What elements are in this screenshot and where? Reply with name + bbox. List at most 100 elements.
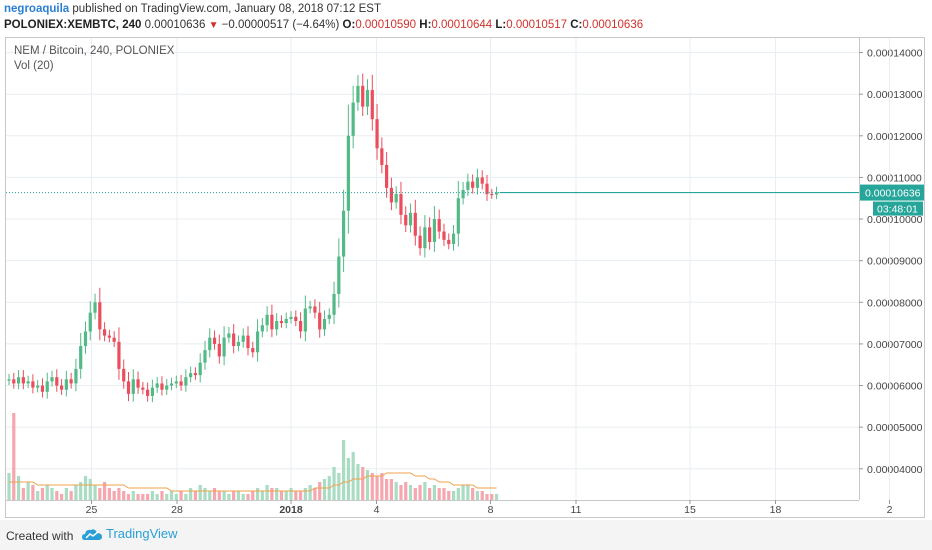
volume-bar bbox=[26, 482, 30, 500]
volume-bar bbox=[289, 488, 293, 500]
volume-bar bbox=[298, 491, 303, 500]
volume-bar bbox=[40, 488, 45, 500]
candle-body bbox=[69, 379, 73, 384]
x-tick-label: 15 bbox=[684, 504, 696, 516]
candle-body bbox=[346, 135, 350, 211]
volume-bar bbox=[136, 494, 140, 500]
volume-bar bbox=[59, 494, 64, 500]
candle-body bbox=[232, 333, 236, 346]
volume-bar bbox=[203, 488, 207, 500]
candle-body bbox=[404, 214, 408, 226]
volume-bar bbox=[36, 491, 40, 500]
volume-bar bbox=[93, 485, 97, 500]
tradingview-logo[interactable]: TradingView bbox=[82, 526, 178, 542]
volume-bar bbox=[112, 491, 116, 500]
x-tick-label: 2018 bbox=[279, 504, 303, 516]
candle-body bbox=[308, 306, 312, 309]
candle-body bbox=[408, 212, 413, 226]
volume-bar bbox=[21, 488, 25, 500]
author-name[interactable]: negroaquila bbox=[4, 3, 70, 15]
published-text: published on TradingView.com, January 08… bbox=[72, 3, 381, 15]
y-tick-label: 0.00004000 bbox=[867, 464, 923, 476]
candle-body bbox=[7, 379, 11, 381]
y-tick-label: 0.00008000 bbox=[867, 297, 923, 309]
volume-bar bbox=[332, 467, 336, 500]
volume-bar bbox=[55, 491, 59, 500]
volume-bar bbox=[318, 482, 322, 500]
tradingview-brand: TradingView bbox=[106, 526, 178, 541]
volume-bar bbox=[456, 488, 460, 500]
candle-body bbox=[160, 383, 164, 390]
candle-body bbox=[394, 194, 398, 203]
candle-body bbox=[222, 337, 226, 357]
candle-body bbox=[174, 381, 178, 384]
volume-bar bbox=[241, 494, 245, 500]
volume-bar bbox=[74, 485, 78, 500]
candle-body bbox=[399, 194, 403, 215]
candle-body bbox=[494, 192, 499, 195]
candle-body bbox=[83, 331, 88, 346]
candle-body bbox=[141, 387, 145, 390]
publish-info: negroaquila published on TradingView.com… bbox=[4, 3, 381, 15]
volume-bar bbox=[432, 485, 437, 500]
y-tick-label: 0.00010000 bbox=[867, 214, 923, 226]
candle-body bbox=[337, 256, 341, 294]
candle-body bbox=[361, 85, 365, 107]
volume-bar bbox=[98, 488, 102, 500]
volume-bar bbox=[447, 491, 451, 500]
candle-body bbox=[98, 302, 102, 330]
volume-bar bbox=[461, 485, 465, 500]
volume-bar bbox=[284, 491, 288, 500]
footer-bar: Created with TradingView bbox=[0, 520, 932, 550]
volume-bar bbox=[251, 491, 255, 500]
candle-body bbox=[298, 321, 303, 332]
volume-bar bbox=[50, 488, 54, 500]
volume-bar bbox=[418, 485, 422, 500]
volume-bar bbox=[131, 491, 135, 500]
candle-body bbox=[428, 227, 432, 242]
volume-bar bbox=[370, 473, 374, 500]
volume-bar bbox=[423, 482, 427, 500]
y-tick-label: 0.00012000 bbox=[867, 131, 923, 143]
volume-bar bbox=[260, 491, 264, 500]
candle-body bbox=[165, 385, 169, 390]
candle-body bbox=[356, 85, 360, 103]
volume-bar bbox=[16, 476, 21, 500]
volume-bar bbox=[165, 494, 169, 500]
volume-bar bbox=[146, 494, 150, 500]
candle-body bbox=[418, 235, 422, 249]
candle-body bbox=[55, 377, 59, 386]
candle-body bbox=[203, 350, 207, 363]
candle-body bbox=[485, 183, 489, 195]
x-tick-label: 4 bbox=[374, 504, 380, 516]
candle-body bbox=[475, 177, 480, 188]
volume-bar bbox=[356, 464, 360, 500]
price-change: −0.00000517 (−4.64%) bbox=[221, 19, 340, 31]
candle-body bbox=[208, 337, 212, 351]
volume-bar bbox=[217, 491, 221, 500]
volume-bar bbox=[437, 488, 441, 500]
price-chart[interactable]: 0.00004000 0.00005000 0.00006000 0.00007000… bbox=[6, 38, 924, 517]
x-tick-label: 25 bbox=[86, 504, 98, 516]
candle-body bbox=[179, 381, 183, 386]
volume-bar bbox=[342, 440, 346, 500]
open-label: O: bbox=[342, 19, 356, 31]
volume-bar bbox=[408, 485, 413, 500]
volume-bar bbox=[394, 482, 398, 500]
candle-body bbox=[370, 90, 374, 120]
candle-body bbox=[442, 231, 446, 240]
tradingview-cloud-icon bbox=[82, 528, 102, 540]
y-tick-label: 0.00013000 bbox=[867, 89, 923, 101]
x-tick-label: 11 bbox=[571, 504, 582, 516]
volume-bar bbox=[222, 491, 226, 500]
candle-body bbox=[342, 210, 346, 257]
x-tick-label: 28 bbox=[171, 504, 183, 516]
candle-body bbox=[246, 335, 250, 349]
candle-body bbox=[332, 293, 336, 315]
candle-body bbox=[413, 212, 417, 236]
volume-bar bbox=[385, 479, 389, 500]
volume-bar bbox=[480, 491, 484, 500]
candle-body bbox=[471, 181, 475, 188]
chart-panel[interactable]: 0.00004000 0.00005000 0.00006000 0.00007000… bbox=[5, 37, 925, 518]
volume-bar bbox=[122, 491, 126, 500]
